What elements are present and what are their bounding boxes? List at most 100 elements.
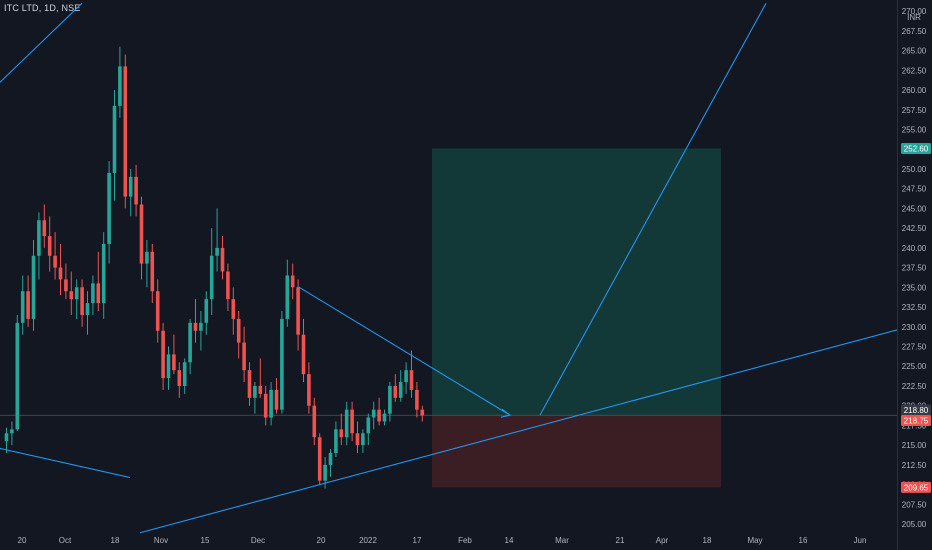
price-tag: 209.65 <box>904 483 929 492</box>
price-tag-bg <box>901 415 931 427</box>
candle <box>290 275 295 288</box>
candle <box>199 322 203 331</box>
price-tag: 218.75 <box>904 417 929 426</box>
candle <box>382 413 387 422</box>
candle <box>204 299 209 323</box>
candle <box>361 433 365 446</box>
candle <box>371 409 376 418</box>
candle <box>334 429 338 454</box>
candle <box>274 389 279 410</box>
chart-symbol-title: ITC LTD, 1D, NSE <box>4 3 81 13</box>
candle <box>220 247 225 272</box>
candle <box>312 405 317 438</box>
candle <box>85 303 90 315</box>
candle <box>339 429 344 438</box>
y-tick-label: 270.00 <box>902 7 927 16</box>
candle <box>58 267 63 280</box>
x-tick-label: 18 <box>703 536 712 545</box>
arrowhead <box>500 408 512 418</box>
candle <box>118 66 122 106</box>
candle <box>166 354 171 379</box>
y-tick-label: 247.50 <box>902 185 927 194</box>
candle <box>253 385 257 398</box>
candle <box>409 370 414 390</box>
y-tick-label: 240.00 <box>902 244 927 253</box>
candle <box>96 283 101 304</box>
y-tick-label: 207.50 <box>902 500 927 509</box>
y-tick-label: 212.50 <box>902 461 927 470</box>
x-tick-label: May <box>747 536 762 545</box>
candle <box>123 66 128 197</box>
candle <box>377 409 381 422</box>
candle <box>366 417 371 434</box>
y-tick-label: 227.50 <box>902 343 927 352</box>
candle <box>161 330 165 379</box>
candle <box>258 385 263 394</box>
y-tick-label: 230.00 <box>902 323 927 332</box>
candle <box>37 220 41 256</box>
x-tick-label: 2022 <box>359 536 377 545</box>
x-tick-label: 15 <box>201 536 210 545</box>
candle <box>15 322 20 430</box>
y-tick-label: 245.00 <box>902 204 927 213</box>
y-tick-label: 257.50 <box>902 106 927 115</box>
trendline-projection-arrow[interactable] <box>297 286 511 416</box>
stop-loss-zone[interactable] <box>432 415 721 488</box>
candle <box>355 433 360 446</box>
candle <box>231 299 236 319</box>
candle <box>215 247 219 256</box>
x-tick-label: Dec <box>251 536 265 545</box>
x-tick-label: 18 <box>111 536 120 545</box>
trendline-target-line[interactable] <box>539 3 767 416</box>
candle <box>139 204 144 264</box>
candle <box>388 385 392 414</box>
y-tick-label: 262.50 <box>902 66 927 75</box>
trendline-lower-channel[interactable] <box>139 329 898 534</box>
y-tick-label: 232.50 <box>902 303 927 312</box>
candle <box>101 243 106 304</box>
candle <box>91 283 95 304</box>
trendline-upper-channel[interactable] <box>0 2 83 86</box>
y-tick-label: 205.00 <box>902 520 927 529</box>
candle <box>80 287 84 315</box>
y-tick-label: 222.50 <box>902 382 927 391</box>
candle <box>74 287 79 300</box>
x-tick-label: 20 <box>317 536 326 545</box>
candle <box>323 464 327 481</box>
candle <box>301 334 306 375</box>
price-tag-bg <box>901 142 931 154</box>
candle <box>145 251 149 264</box>
candle <box>296 287 300 335</box>
x-tick-label: 14 <box>505 536 514 545</box>
candle <box>269 389 273 418</box>
y-tick-label: 265.00 <box>902 47 927 56</box>
x-tick-label: Jun <box>854 536 867 545</box>
candle <box>182 362 187 386</box>
x-tick-label: Nov <box>154 536 168 545</box>
price-tag: 218.80 <box>904 406 929 415</box>
trendline-lower-left[interactable] <box>0 447 131 479</box>
candle <box>404 370 408 383</box>
currency-label: INR <box>907 13 921 22</box>
candle <box>4 433 9 442</box>
candle <box>328 453 333 465</box>
candle <box>393 385 398 398</box>
profit-target-zone[interactable] <box>432 148 721 416</box>
candle <box>47 236 52 256</box>
x-tick-label: 17 <box>413 536 422 545</box>
x-tick-label: Mar <box>555 536 569 545</box>
candle <box>177 370 182 386</box>
y-tick-label: 250.00 <box>902 165 927 174</box>
candle <box>172 354 176 371</box>
x-tick-label: 20 <box>18 536 27 545</box>
price-tag: 252.60 <box>904 144 929 153</box>
candle <box>64 279 68 292</box>
candle <box>317 437 322 481</box>
candle <box>128 176 133 197</box>
candle <box>20 291 25 323</box>
x-tick-label: Feb <box>458 536 472 545</box>
candle <box>307 374 311 406</box>
candle <box>112 105 117 173</box>
candle <box>188 322 192 363</box>
